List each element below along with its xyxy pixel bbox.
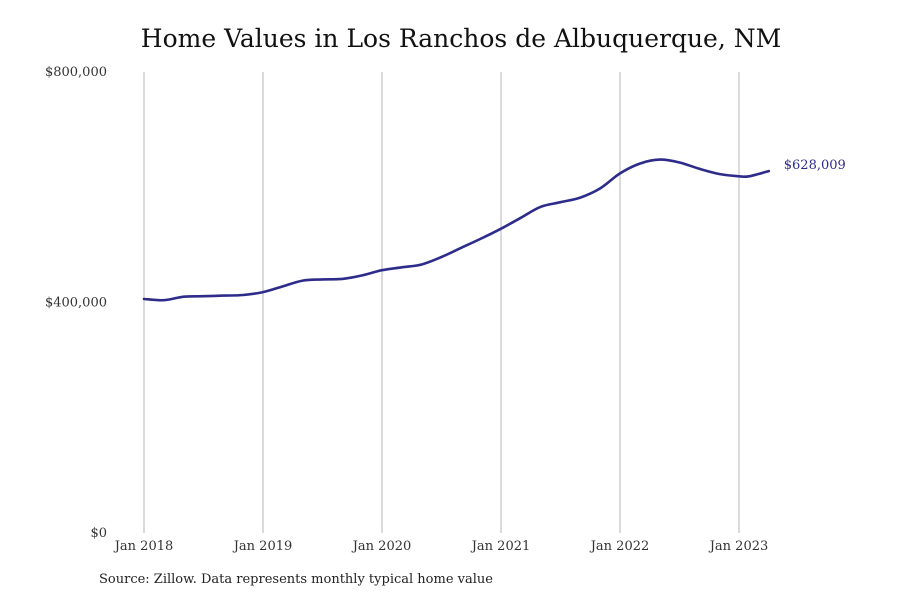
x-tick-label-3: Jan 2021	[470, 539, 531, 554]
x-axis-ticks: Jan 2018 Jan 2019 Jan 2020 Jan 2021 Jan 2022…	[113, 539, 769, 554]
y-axis-ticks: $0 $400,000 $800,000	[45, 65, 107, 541]
gridlines	[143, 72, 740, 533]
x-tick-label-4: Jan 2022	[589, 539, 650, 554]
chart-title: Home Values in Los Ranchos de Albuquerqu…	[140, 24, 782, 53]
x-tick-label-5: Jan 2023	[708, 539, 769, 554]
source-note: Source: Zillow. Data represents monthly …	[99, 572, 493, 587]
x-tick-label-1: Jan 2019	[232, 539, 293, 554]
series-line-0	[142, 158, 771, 302]
data-labels: $628,009	[784, 158, 846, 173]
y-tick-label-1: $400,000	[45, 296, 107, 311]
end-value-label: $628,009	[784, 158, 846, 173]
y-tick-label-2: $800,000	[45, 65, 107, 80]
x-tick-label-2: Jan 2020	[351, 539, 412, 554]
x-tick-label-0: Jan 2018	[113, 539, 174, 554]
series-layer	[142, 158, 771, 302]
y-tick-label-0: $0	[90, 526, 107, 541]
